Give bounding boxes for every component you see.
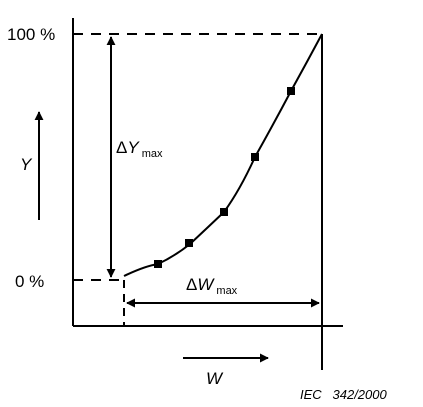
delta-w-max-label: ΔW max <box>186 275 238 297</box>
y-zero-label: 0 % <box>15 272 44 291</box>
data-point <box>220 208 228 216</box>
x-axis-label: W <box>206 369 224 388</box>
data-point <box>251 153 259 161</box>
data-point <box>185 239 193 247</box>
data-point <box>287 87 295 95</box>
data-point <box>154 260 162 268</box>
delta-y-max-label: ΔY max <box>116 138 163 160</box>
y-top-label: 100 % <box>7 25 55 44</box>
y-axis-label: Y <box>20 155 33 174</box>
figure-caption: IEC 342/2000 <box>300 387 387 402</box>
